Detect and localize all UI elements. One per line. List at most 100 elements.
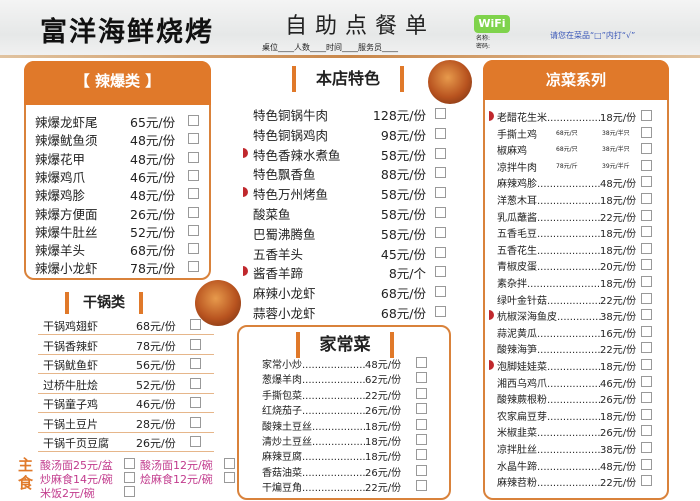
item-checkbox[interactable]	[435, 306, 446, 317]
item-name-text: 洋葱木耳	[497, 196, 537, 207]
item-checkbox[interactable]	[435, 266, 446, 278]
item-checkbox[interactable]	[641, 126, 652, 138]
item-name: 麻辣豆腐..........................	[262, 452, 366, 464]
item-checkbox[interactable]	[641, 325, 652, 337]
item-checkbox[interactable]	[641, 359, 652, 370]
item-checkbox[interactable]	[435, 167, 446, 179]
item-checkbox[interactable]	[188, 188, 199, 200]
item-checkbox[interactable]	[641, 475, 652, 487]
item-checkbox[interactable]	[641, 259, 652, 271]
item-checkbox[interactable]	[190, 397, 201, 408]
item-checkbox[interactable]	[190, 436, 201, 447]
item-checkbox[interactable]	[416, 387, 427, 399]
staple-title: 主食	[18, 456, 34, 492]
item-name: 杭椒深海鱼皮..........................	[497, 312, 601, 324]
item-price-half: 38元/半只	[602, 129, 630, 137]
item-checkbox[interactable]	[188, 261, 199, 273]
item-checkbox[interactable]	[190, 319, 201, 330]
item-checkbox[interactable]	[188, 169, 199, 181]
item-checkbox[interactable]	[435, 226, 446, 238]
item-price: 78元/份	[130, 261, 176, 277]
divider	[38, 412, 214, 413]
item-checkbox[interactable]	[188, 151, 199, 163]
item-checkbox[interactable]	[416, 464, 427, 476]
item-checkbox[interactable]	[190, 358, 201, 369]
item-price: 62元/份	[365, 375, 402, 387]
item-checkbox[interactable]	[190, 377, 201, 389]
item-checkbox[interactable]	[124, 472, 135, 483]
item-name: 辣爆羊头	[35, 243, 86, 259]
chili-icon	[489, 360, 494, 370]
item-checkbox[interactable]	[641, 392, 652, 404]
item-name: 辣爆鸡爪	[35, 169, 86, 185]
item-checkbox[interactable]	[641, 159, 652, 171]
item-checkbox[interactable]	[188, 133, 199, 145]
item-checkbox[interactable]	[416, 449, 427, 461]
item-name: 辣爆花甲	[35, 151, 86, 167]
item-checkbox[interactable]	[224, 458, 235, 469]
item-checkbox[interactable]	[641, 425, 652, 437]
item-checkbox[interactable]	[641, 292, 652, 304]
item-checkbox[interactable]	[435, 187, 446, 199]
staple-item: 炒麻食14元/碗	[40, 473, 113, 486]
item-name-text: 乳瓜蘸酱	[497, 212, 537, 224]
item-checkbox[interactable]	[188, 206, 199, 218]
item-price: 128元/份	[372, 108, 426, 123]
item-checkbox[interactable]	[641, 408, 652, 420]
item-checkbox[interactable]	[435, 207, 446, 218]
item-checkbox[interactable]	[435, 286, 446, 298]
item-checkbox[interactable]	[416, 434, 427, 445]
item-name-text: 麻辣豆腐	[262, 452, 302, 464]
item-checkbox[interactable]	[188, 243, 199, 255]
home-title: 家常菜	[296, 332, 394, 358]
item-checkbox[interactable]	[416, 418, 427, 430]
item-name: 葱爆羊肉..........................	[262, 375, 366, 387]
item-price: 48元/份	[130, 151, 176, 167]
divider	[38, 431, 214, 433]
item-price: 18元/份	[600, 196, 637, 207]
item-checkbox[interactable]	[224, 472, 235, 483]
item-name-text: 素杂拌	[497, 279, 527, 290]
item-checkbox[interactable]	[641, 458, 652, 470]
item-name: 五香毛豆..........................	[497, 229, 601, 241]
item-checkbox[interactable]	[416, 403, 427, 415]
item-checkbox[interactable]	[641, 143, 652, 155]
item-checkbox[interactable]	[641, 442, 652, 453]
item-checkbox[interactable]	[416, 480, 427, 492]
item-name: 米椒韭菜..........................	[497, 428, 601, 440]
item-price: 58元/份	[380, 147, 426, 163]
item-checkbox[interactable]	[124, 458, 135, 469]
item-checkbox[interactable]	[190, 416, 201, 428]
item-price: 18元/份	[600, 362, 637, 373]
item-checkbox[interactable]	[435, 127, 446, 139]
item-checkbox[interactable]	[188, 224, 199, 236]
item-checkbox[interactable]	[416, 372, 427, 384]
item-checkbox[interactable]	[188, 115, 199, 126]
item-checkbox[interactable]	[641, 276, 652, 287]
item-checkbox[interactable]	[641, 226, 652, 238]
item-checkbox[interactable]	[435, 108, 446, 119]
item-checkbox[interactable]	[416, 357, 427, 368]
item-checkbox[interactable]	[641, 193, 652, 204]
item-checkbox[interactable]	[124, 486, 135, 497]
item-checkbox[interactable]	[641, 176, 652, 188]
item-price: 58元/份	[380, 187, 426, 203]
item-checkbox[interactable]	[435, 147, 446, 159]
item-checkbox[interactable]	[641, 209, 652, 221]
item-price: 68元/份	[136, 320, 176, 333]
item-name: 干锅鸡翅虾	[43, 320, 98, 333]
item-name: 蒜泥黄瓜..........................	[497, 328, 601, 340]
item-name-text: 手撕包菜	[262, 390, 302, 402]
item-price: 26元/份	[130, 206, 176, 222]
item-checkbox[interactable]	[641, 342, 652, 354]
item-checkbox[interactable]	[641, 309, 652, 321]
item-price-half: 39元/半斤	[602, 162, 630, 170]
item-name: 凉拌牛肉	[497, 162, 537, 174]
item-checkbox[interactable]	[190, 338, 201, 350]
item-checkbox[interactable]	[641, 110, 652, 121]
item-checkbox[interactable]	[641, 375, 652, 387]
item-checkbox[interactable]	[435, 246, 446, 258]
item-name-text: 酸辣蕨根粉	[497, 395, 547, 407]
item-checkbox[interactable]	[641, 242, 652, 254]
divider	[38, 392, 214, 394]
